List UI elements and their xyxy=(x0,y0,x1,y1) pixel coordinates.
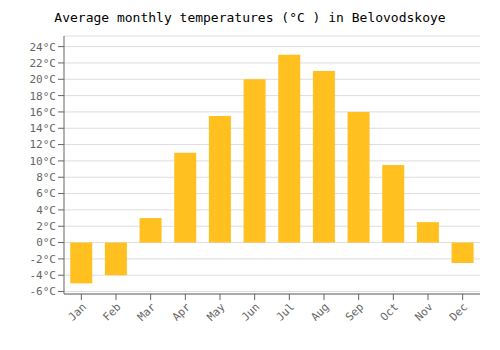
svg-text:Jun: Jun xyxy=(239,300,262,323)
svg-text:Jul: Jul xyxy=(274,300,297,323)
svg-text:Oct: Oct xyxy=(378,300,401,323)
svg-text:Nov: Nov xyxy=(412,300,436,324)
svg-text:14°C: 14°C xyxy=(30,122,57,135)
svg-text:10°C: 10°C xyxy=(30,155,57,168)
svg-text:20°C: 20°C xyxy=(30,73,57,86)
svg-text:May: May xyxy=(204,300,228,324)
svg-text:-4°C: -4°C xyxy=(30,269,57,282)
svg-text:Feb: Feb xyxy=(100,300,123,323)
html-text:Average monthly temperatures (: Average monthly temperatures (°C ) in Be… xyxy=(54,10,446,25)
svg-text:24°C: 24°C xyxy=(30,41,57,54)
svg-text:Dec: Dec xyxy=(447,300,470,323)
svg-text:Aug: Aug xyxy=(308,300,331,323)
svg-text:12°C: 12°C xyxy=(30,138,57,151)
svg-text:Sep: Sep xyxy=(343,300,366,323)
svg-text:2°C: 2°C xyxy=(36,220,56,233)
svg-text:18°C: 18°C xyxy=(30,90,57,103)
svg-text:22°C: 22°C xyxy=(30,57,57,70)
svg-text:0°C: 0°C xyxy=(36,236,56,249)
svg-text:8°C: 8°C xyxy=(36,171,56,184)
svg-text:Apr: Apr xyxy=(170,300,194,324)
svg-text:Mar: Mar xyxy=(135,300,159,324)
svg-text:6°C: 6°C xyxy=(36,187,56,200)
svg-text:-6°C: -6°C xyxy=(30,285,57,298)
svg-text:Jan: Jan xyxy=(66,300,89,323)
svg-text:4°C: 4°C xyxy=(36,204,56,217)
svg-text:16°C: 16°C xyxy=(30,106,57,119)
svg-text:-2°C: -2°C xyxy=(30,253,57,266)
